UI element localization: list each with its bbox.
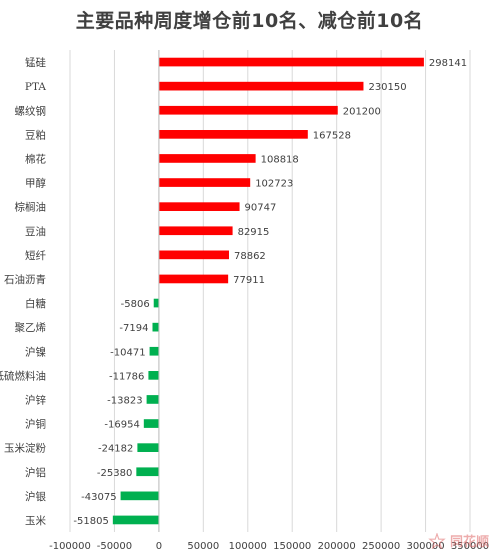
x-tick-label: 350000 bbox=[451, 541, 489, 552]
bar bbox=[152, 322, 159, 332]
watermark: 同花顺 bbox=[428, 531, 489, 550]
bar bbox=[158, 178, 251, 187]
bar bbox=[158, 154, 256, 163]
x-tick-label: 0 bbox=[156, 541, 162, 552]
category-label: 棉花 bbox=[25, 152, 46, 165]
category-label: 白糖 bbox=[25, 297, 46, 310]
data-label: 230150 bbox=[368, 82, 406, 93]
data-label: 108818 bbox=[261, 154, 299, 165]
data-label: -43075 bbox=[81, 492, 116, 503]
category-label: 沪铜 bbox=[25, 418, 46, 431]
category-label: 锰硅 bbox=[25, 56, 46, 69]
bar bbox=[158, 81, 364, 91]
data-label: -5806 bbox=[121, 299, 150, 310]
category-label: 沪银 bbox=[25, 490, 46, 503]
bar bbox=[137, 443, 159, 452]
bar bbox=[158, 130, 308, 139]
category-label: 玉米 bbox=[25, 514, 46, 527]
bar bbox=[158, 226, 233, 236]
data-label: -25380 bbox=[97, 468, 132, 479]
bar bbox=[153, 298, 159, 308]
x-tick-label: 150000 bbox=[273, 541, 311, 552]
bar bbox=[158, 57, 424, 67]
bar bbox=[146, 395, 159, 404]
bar bbox=[120, 491, 159, 501]
bar bbox=[158, 105, 338, 115]
data-label: -24182 bbox=[98, 444, 133, 455]
watermark-text: 同花顺 bbox=[449, 535, 489, 550]
category-label: 沪锌 bbox=[25, 393, 46, 406]
x-tick-label: 250000 bbox=[362, 541, 400, 552]
data-label: 167528 bbox=[313, 130, 351, 141]
data-label: -7194 bbox=[119, 323, 148, 334]
x-tick-label: 50000 bbox=[187, 541, 219, 552]
category-label: 螺纹钢 bbox=[15, 104, 47, 117]
data-label: -51805 bbox=[73, 516, 108, 527]
x-tick-label: 300000 bbox=[406, 541, 444, 552]
category-label: 豆油 bbox=[25, 225, 46, 238]
x-tick-label: -100000 bbox=[49, 541, 91, 552]
category-label: PTA bbox=[25, 81, 46, 93]
bar bbox=[148, 371, 159, 380]
data-label: 78862 bbox=[234, 251, 266, 262]
bar bbox=[158, 250, 229, 260]
data-label: -16954 bbox=[104, 420, 139, 431]
data-label: -13823 bbox=[107, 395, 142, 406]
bar bbox=[158, 274, 229, 284]
bar bbox=[136, 467, 159, 477]
data-label: 298141 bbox=[429, 58, 467, 69]
category-label: 玉米淀粉 bbox=[4, 442, 46, 455]
category-label: 沪镍 bbox=[25, 345, 46, 358]
tonghuashun-logo-icon bbox=[428, 532, 446, 549]
x-tick-label: 100000 bbox=[229, 541, 267, 552]
category-label: 豆粕 bbox=[25, 128, 46, 141]
data-label: -11786 bbox=[109, 371, 144, 382]
chart-title: 主要品种周度增仓前10名、减仓前10名 bbox=[75, 10, 424, 32]
data-label: 102723 bbox=[255, 179, 293, 190]
category-label: 棕榈油 bbox=[15, 201, 47, 214]
category-label: 短纤 bbox=[25, 249, 46, 262]
data-label: -10471 bbox=[110, 347, 145, 358]
bar bbox=[143, 419, 159, 428]
x-tick-label: 200000 bbox=[318, 541, 356, 552]
data-label: 82915 bbox=[238, 227, 270, 238]
category-label: 石油沥青 bbox=[4, 273, 46, 286]
category-label: 沪铝 bbox=[25, 466, 46, 479]
category-label: 甲醇 bbox=[25, 177, 46, 190]
data-label: 201200 bbox=[343, 106, 381, 117]
bar bbox=[112, 515, 159, 525]
category-label: 低硫燃料油 bbox=[0, 369, 46, 382]
category-label: 聚乙烯 bbox=[15, 321, 47, 334]
data-label: 77911 bbox=[233, 275, 265, 286]
data-label: 90747 bbox=[245, 203, 277, 214]
bar bbox=[158, 202, 240, 211]
bar bbox=[149, 346, 159, 356]
x-tick-label: -50000 bbox=[97, 541, 132, 552]
